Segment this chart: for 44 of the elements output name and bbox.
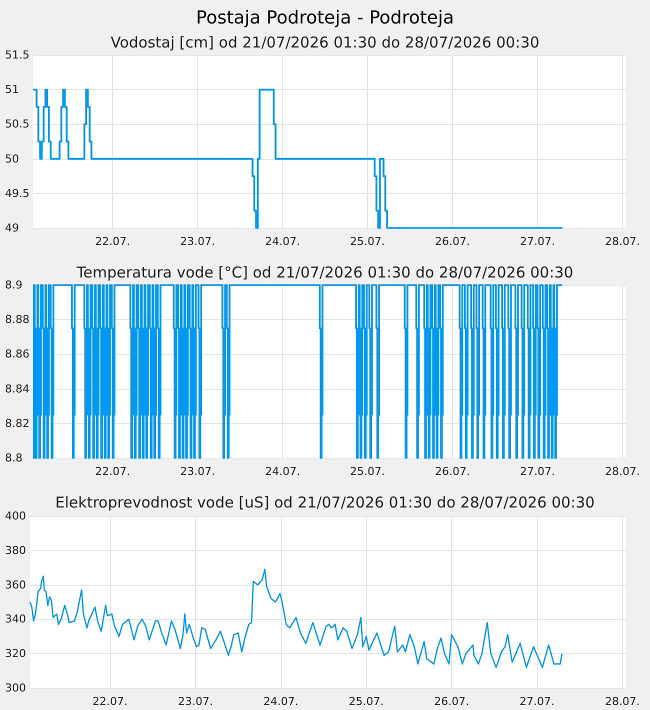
x-tick-label: 22.07. (95, 465, 130, 478)
y-tick-label: 8.8 (5, 452, 22, 464)
y-tick-label: 50.5 (5, 118, 30, 131)
chart-title: Postaja Podroteja - Podroteja (196, 8, 454, 28)
chart-subtitle: Vodostaj [cm] od 21/07/2026 01:30 do 28/07/2026 00:30 (110, 34, 540, 52)
y-tick-label: 320 (5, 647, 26, 660)
x-tick-label: 28.07. (604, 235, 640, 248)
y-tick-label: 51.5 (5, 48, 30, 62)
x-tick-label: 25.07. (350, 235, 386, 248)
x-tick-label: 26.07. (434, 695, 470, 708)
x-tick-label: 27.07. (520, 235, 555, 248)
x-tick-label: 28.07. (604, 465, 640, 478)
y-tick-label: 300 (5, 682, 26, 694)
x-tick-label: 24.07. (263, 695, 298, 708)
y-tick-label: 360 (5, 578, 26, 592)
y-tick-label: 340 (5, 612, 26, 626)
y-tick-label: 49.5 (5, 186, 30, 200)
y-tick-label: 400 (5, 510, 26, 522)
x-tick-label: 25.07. (348, 695, 384, 708)
x-tick-label: 22.07. (95, 235, 130, 248)
x-tick-label: 25.07. (350, 465, 386, 478)
y-tick-label: 8.9 (5, 278, 22, 292)
x-tick-label: 27.07. (520, 695, 555, 708)
x-tick-label: 24.07. (265, 465, 300, 478)
y-tick-label: 8.84 (5, 382, 30, 396)
y-tick-label: 49 (5, 222, 19, 234)
y-tick-label: 8.86 (5, 348, 30, 361)
x-tick-label: 26.07. (435, 235, 470, 248)
y-tick-label: 8.82 (5, 416, 30, 430)
x-tick-label: 23.07. (180, 465, 216, 478)
y-tick-label: 50 (5, 152, 19, 166)
chart-title: Temperatura vode [°C] od 21/07/2026 01:30 do 28/07/2026 00:30 (76, 264, 574, 282)
x-tick-label: 22.07. (92, 695, 128, 708)
x-tick-label: 23.07. (178, 695, 213, 708)
x-tick-label: 23.07. (180, 235, 216, 248)
x-tick-label: 27.07. (520, 465, 555, 478)
x-tick-label: 28.07. (604, 695, 640, 708)
x-tick-label: 24.07. (265, 235, 300, 248)
x-tick-label: 26.07. (435, 465, 470, 478)
chart-title: Elektroprevodnost vode [uS] od 21/07/2026 01:30 do 28/07/2026 00:30 (55, 494, 595, 512)
line-series (29, 568, 563, 668)
y-tick-label: 8.88 (5, 313, 30, 326)
y-tick-label: 380 (5, 544, 26, 557)
y-tick-label: 51 (5, 83, 19, 96)
